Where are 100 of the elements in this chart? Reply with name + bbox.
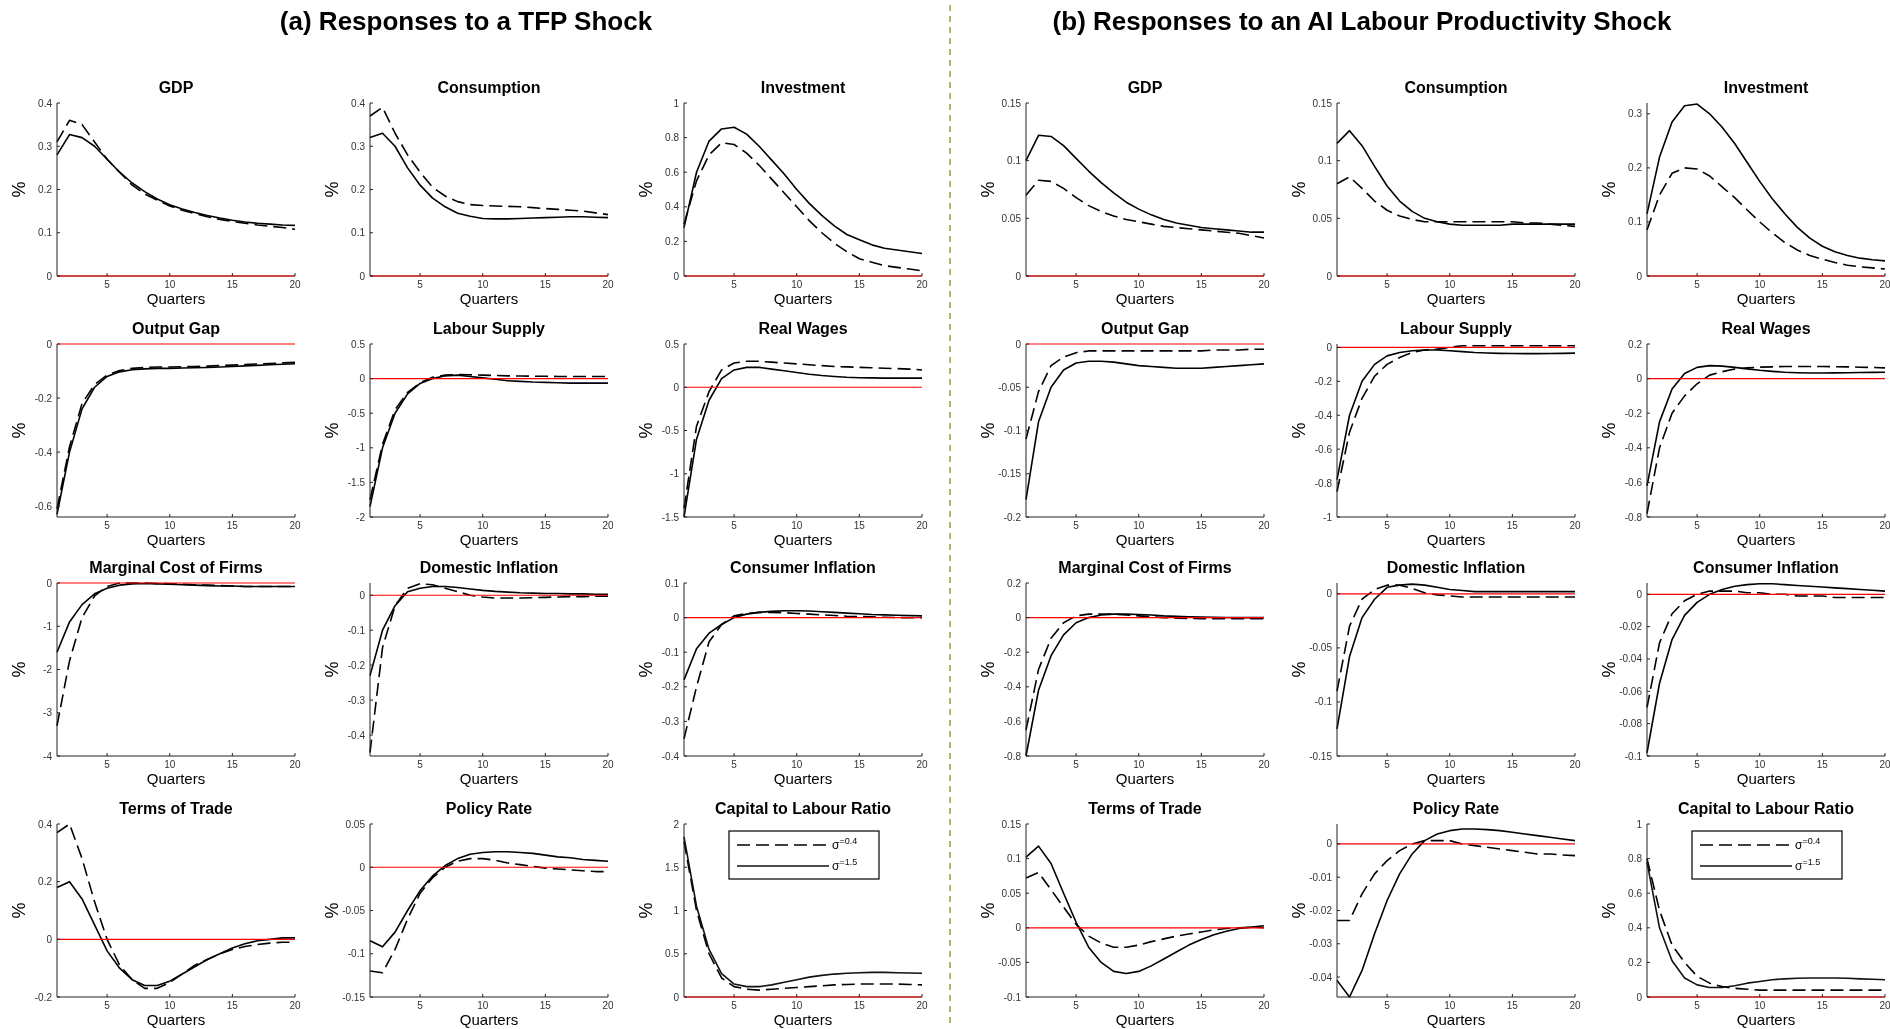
x-tick-label: 20	[1258, 520, 1270, 531]
y-tick-label: 0.6	[665, 166, 680, 178]
y-axis-title: %	[1289, 902, 1309, 919]
y-tick-label: 2	[673, 818, 680, 830]
y-tick-label: -0.8	[1003, 750, 1022, 762]
x-tick-label: 5	[104, 520, 111, 531]
chart-title: Marginal Cost of Firms	[1058, 559, 1232, 576]
y-tick-label: 0	[1636, 270, 1643, 282]
x-tick-label: 15	[226, 520, 239, 531]
x-tick-label: 20	[1879, 520, 1890, 531]
x-axis-title: Quarters	[459, 531, 519, 548]
y-tick-label: 0	[46, 270, 53, 282]
y-tick-label: -0.15	[1309, 750, 1333, 762]
x-tick-label: 10	[164, 520, 176, 531]
x-tick-label: 15	[1816, 1000, 1829, 1011]
y-axis-title: %	[978, 902, 998, 919]
y-tick-label: -0.3	[661, 715, 680, 727]
y-axis-title: %	[9, 661, 29, 678]
x-tick-label: 5	[1384, 1000, 1391, 1011]
y-tick-label: -0.4	[34, 446, 53, 458]
x-axis-title: Quarters	[1736, 531, 1796, 548]
chart-title: Output Gap	[132, 320, 221, 337]
y-tick-label: 0	[1015, 612, 1022, 624]
y-tick-label: 0.1	[1007, 853, 1022, 865]
x-tick-label: 5	[1073, 759, 1080, 770]
y-axis-title: %	[322, 422, 342, 439]
x-tick-label: 20	[916, 279, 928, 290]
x-tick-label: 15	[1195, 1000, 1208, 1011]
y-tick-label: -0.2	[1003, 646, 1022, 658]
x-tick-label: 10	[164, 279, 176, 290]
y-axis-title: %	[636, 661, 656, 678]
x-tick-label: 15	[853, 759, 866, 770]
chart-title: Investment	[760, 79, 846, 96]
y-tick-label: -2	[43, 664, 53, 675]
x-tick-label: 15	[1506, 520, 1519, 531]
x-tick-label: 20	[1879, 759, 1890, 770]
x-tick-label: 10	[164, 759, 176, 770]
x-tick-label: 10	[1444, 279, 1456, 290]
y-axis-title: %	[978, 422, 998, 439]
chart-title: Labour Supply	[433, 320, 546, 337]
y-tick-label: -0.1	[1314, 696, 1333, 708]
x-tick-label: 20	[602, 1000, 614, 1011]
x-tick-label: 20	[916, 1000, 928, 1011]
text: σ$^{=0.4}$	[1795, 836, 1821, 852]
x-axis-title: Quarters	[459, 290, 519, 307]
line-series	[369, 106, 609, 216]
y-axis-title: %	[1289, 661, 1309, 678]
x-tick-label: 20	[1569, 759, 1581, 770]
x-tick-label: 20	[289, 520, 301, 531]
x-axis-title: Quarters	[146, 770, 206, 787]
x-axis-title: Quarters	[1115, 290, 1175, 307]
y-tick-label: -0.03	[1309, 938, 1333, 950]
y-tick-label: 1	[673, 97, 680, 109]
text: σ$^{=1.5}$	[832, 857, 858, 873]
x-tick-label: 5	[417, 279, 424, 290]
x-tick-label: 20	[602, 759, 614, 770]
x-tick-label: 10	[1754, 759, 1766, 770]
y-tick-label: -4	[43, 750, 53, 762]
y-tick-label: -0.8	[1314, 477, 1333, 489]
y-tick-label: -0.4	[661, 750, 680, 762]
x-tick-label: 15	[226, 279, 239, 290]
x-tick-label: 10	[791, 1000, 803, 1011]
x-tick-label: 20	[1258, 759, 1270, 770]
x-axis-title: Quarters	[146, 531, 206, 548]
y-tick-label: -0.3	[347, 694, 366, 706]
y-tick-label: -0.6	[1003, 715, 1022, 727]
y-tick-label: 0.3	[38, 140, 53, 152]
y-tick-label: -0.4	[1624, 442, 1643, 454]
y-tick-label: 0.1	[665, 577, 680, 589]
y-tick-label: -0.1	[1624, 750, 1643, 762]
y-tick-label: 0.2	[1628, 338, 1643, 350]
chart-title: Real Wages	[758, 320, 848, 337]
x-tick-label: 20	[1569, 1000, 1581, 1011]
y-tick-label: -0.08	[1619, 718, 1643, 730]
x-tick-label: 15	[226, 1000, 239, 1011]
y-tick-label: 0.6	[1628, 887, 1643, 899]
y-tick-label: 0.2	[38, 184, 53, 195]
y-axis-title: %	[1599, 661, 1619, 678]
line-series	[1646, 167, 1886, 270]
y-tick-label: -0.1	[661, 646, 680, 658]
x-tick-label: 5	[417, 520, 424, 531]
y-tick-label: -3	[43, 707, 53, 719]
y-tick-label: -0.06	[1619, 685, 1643, 697]
x-axis-title: Quarters	[1426, 290, 1486, 307]
y-tick-label: 0.1	[1628, 216, 1643, 228]
x-tick-label: 15	[226, 759, 239, 770]
y-tick-label: 0.8	[1628, 853, 1643, 865]
x-tick-label: 10	[1754, 520, 1766, 531]
y-tick-label: -0.2	[1314, 375, 1333, 387]
y-tick-label: 0.2	[1628, 956, 1643, 968]
y-tick-label: -0.8	[1624, 511, 1643, 523]
text: σ$^{=0.4}$	[832, 836, 858, 852]
y-tick-label: 0.05	[345, 818, 366, 830]
y-tick-label: 0	[1326, 270, 1333, 282]
x-tick-label: 5	[1073, 1000, 1080, 1011]
chart-title: Marginal Cost of Firms	[89, 559, 263, 576]
chart-title: Policy Rate	[445, 800, 533, 817]
y-tick-label: 0.15	[1312, 97, 1333, 109]
y-tick-label: 0.2	[1628, 162, 1643, 174]
y-tick-label: 0	[673, 991, 680, 1003]
